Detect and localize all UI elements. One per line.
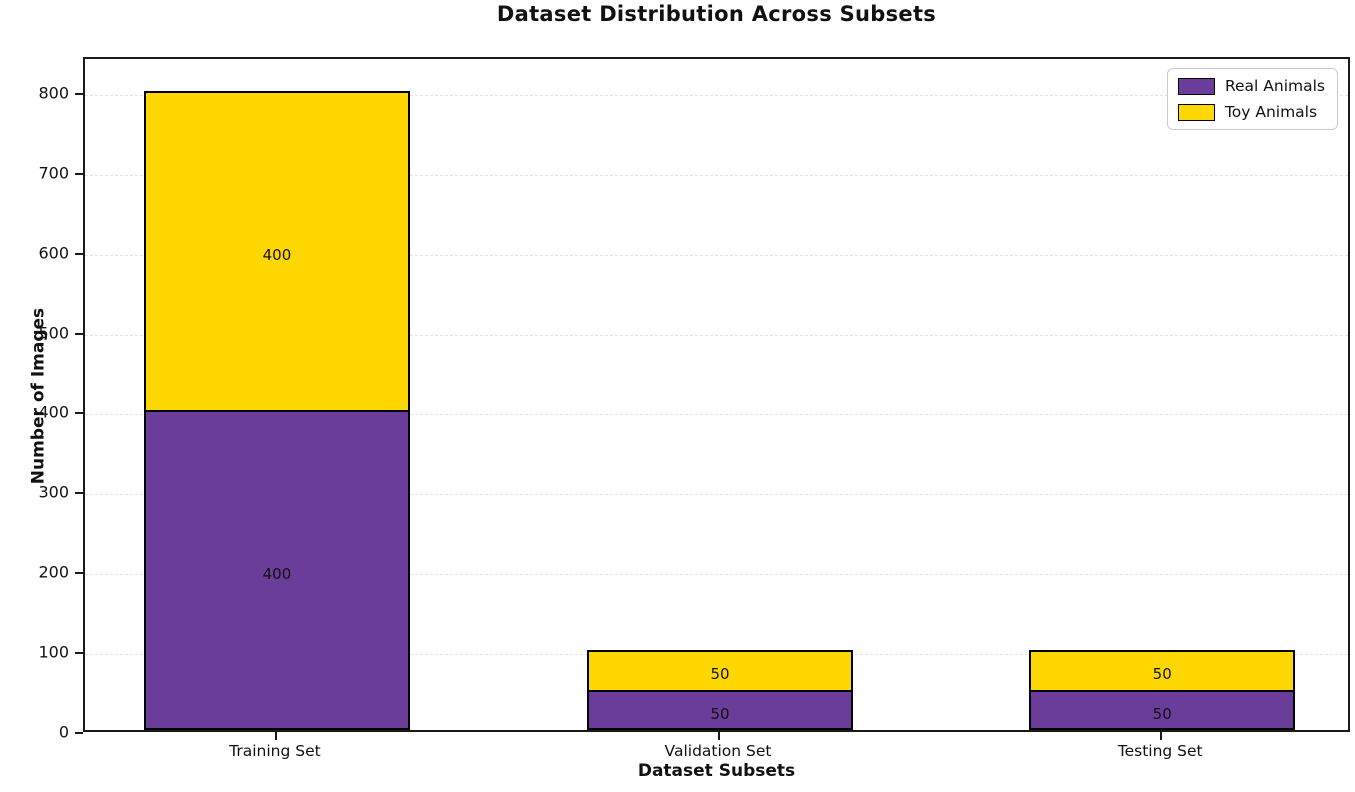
gridline	[85, 414, 1348, 416]
bar-value-label: 50	[1152, 705, 1172, 724]
legend-item: Toy Animals	[1177, 103, 1325, 121]
gridline	[85, 174, 1348, 176]
y-axis-title: Number of Images	[28, 307, 49, 485]
legend-label: Toy Animals	[1224, 103, 1318, 121]
x-tick-label: Training Set	[229, 742, 321, 760]
plot-area: 400 400 50 50 50 50 Real Animals Toy Animals	[83, 57, 1350, 732]
y-tick-mark	[75, 412, 83, 415]
x-tick-mark	[718, 732, 721, 740]
y-tick-mark	[75, 172, 83, 175]
chart-title: Dataset Distribution Across Subsets	[496, 2, 937, 26]
y-tick-label: 300	[38, 482, 69, 502]
y-tick-label: 500	[38, 323, 69, 343]
bar-value-label: 50	[1152, 665, 1172, 684]
y-tick-mark	[75, 92, 83, 95]
y-tick-label: 700	[38, 163, 69, 183]
bar-segment	[586, 690, 854, 730]
legend-swatch	[1177, 77, 1215, 95]
x-axis-title: Dataset Subsets	[637, 761, 796, 781]
x-tick-label: Testing Set	[1117, 742, 1203, 760]
y-tick-label: 600	[38, 243, 69, 263]
y-tick-mark	[75, 332, 83, 335]
legend-swatch	[1177, 103, 1215, 121]
bar-segment	[143, 410, 410, 730]
x-tick-label: Validation Set	[664, 742, 772, 760]
y-tick-mark	[75, 652, 83, 655]
x-tick-mark	[1160, 732, 1163, 740]
y-tick-label: 800	[38, 83, 69, 103]
bar-segment	[1029, 690, 1296, 730]
y-tick-mark	[75, 252, 83, 255]
legend: Real Animals Toy Animals	[1166, 68, 1338, 130]
bar-value-label: 400	[262, 565, 292, 584]
y-tick-mark	[75, 492, 83, 495]
bar-value-label: 400	[262, 245, 292, 264]
y-tick-label: 400	[38, 402, 69, 422]
gridline	[85, 494, 1348, 496]
legend-item: Real Animals	[1177, 77, 1325, 95]
gridline	[85, 254, 1348, 256]
y-tick-label: 200	[38, 562, 69, 582]
gridline	[85, 94, 1348, 96]
gridline	[85, 574, 1348, 576]
bar-value-label: 50	[710, 665, 730, 684]
x-tick-mark	[274, 732, 277, 740]
bar-value-label: 50	[710, 705, 730, 724]
bar-segment	[143, 90, 410, 413]
gridline	[85, 334, 1348, 336]
y-tick-label: 100	[38, 642, 69, 662]
y-tick-label: 0	[58, 722, 69, 742]
legend-label: Real Animals	[1224, 77, 1325, 95]
bar-segment	[1029, 650, 1296, 693]
y-tick-mark	[75, 572, 83, 575]
bar-segment	[586, 650, 854, 693]
y-tick-mark	[75, 732, 83, 734]
